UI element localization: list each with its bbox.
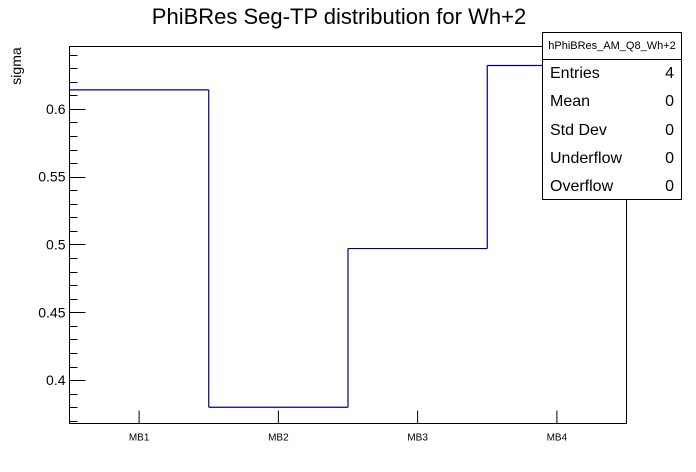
stats-histogram-name: hPhiBRes_AM_Q8_Wh+2 <box>543 33 681 60</box>
x-tick-label: MB1 <box>129 433 150 444</box>
y-axis: 0.4 0.45 0.5 0.55 0.6 <box>38 55 86 422</box>
x-tick-label: MB4 <box>547 433 568 444</box>
stats-label: Mean <box>550 93 591 111</box>
x-axis: MB1 MB2 MB3 MB4 <box>129 410 568 444</box>
stats-value: 0 <box>665 93 674 111</box>
stats-value: 0 <box>665 149 674 167</box>
stats-label: Underflow <box>550 149 623 167</box>
stats-row-underflow: Underflow 0 <box>543 145 681 173</box>
stats-value: 0 <box>665 178 674 196</box>
y-tick-label: 0.45 <box>38 304 65 320</box>
y-axis-label: sigma <box>8 47 24 85</box>
x-tick-label: MB3 <box>407 433 428 444</box>
y-tick-label: 0.6 <box>46 101 66 117</box>
stats-row-mean: Mean 0 <box>543 88 681 116</box>
stats-value: 4 <box>665 65 674 82</box>
x-tick-label: MB2 <box>268 433 289 444</box>
stats-box: hPhiBRes_AM_Q8_Wh+2 Entries 4 Mean 0 Std… <box>542 32 682 200</box>
stats-label: Entries <box>550 65 600 82</box>
stats-row-entries: Entries 4 <box>543 60 681 88</box>
stats-value: 0 <box>665 121 674 139</box>
y-tick-label: 0.4 <box>46 372 66 388</box>
y-tick-label: 0.55 <box>38 169 65 185</box>
stats-label: Std Dev <box>550 121 607 139</box>
stats-row-overflow: Overflow 0 <box>543 173 681 201</box>
chart-title: PhiBRes Seg-TP distribution for Wh+2 <box>152 4 526 29</box>
plot-frame <box>69 46 627 424</box>
stats-row-std-dev: Std Dev 0 <box>543 117 681 145</box>
stats-label: Overflow <box>550 178 614 196</box>
y-tick-label: 0.5 <box>46 236 66 252</box>
